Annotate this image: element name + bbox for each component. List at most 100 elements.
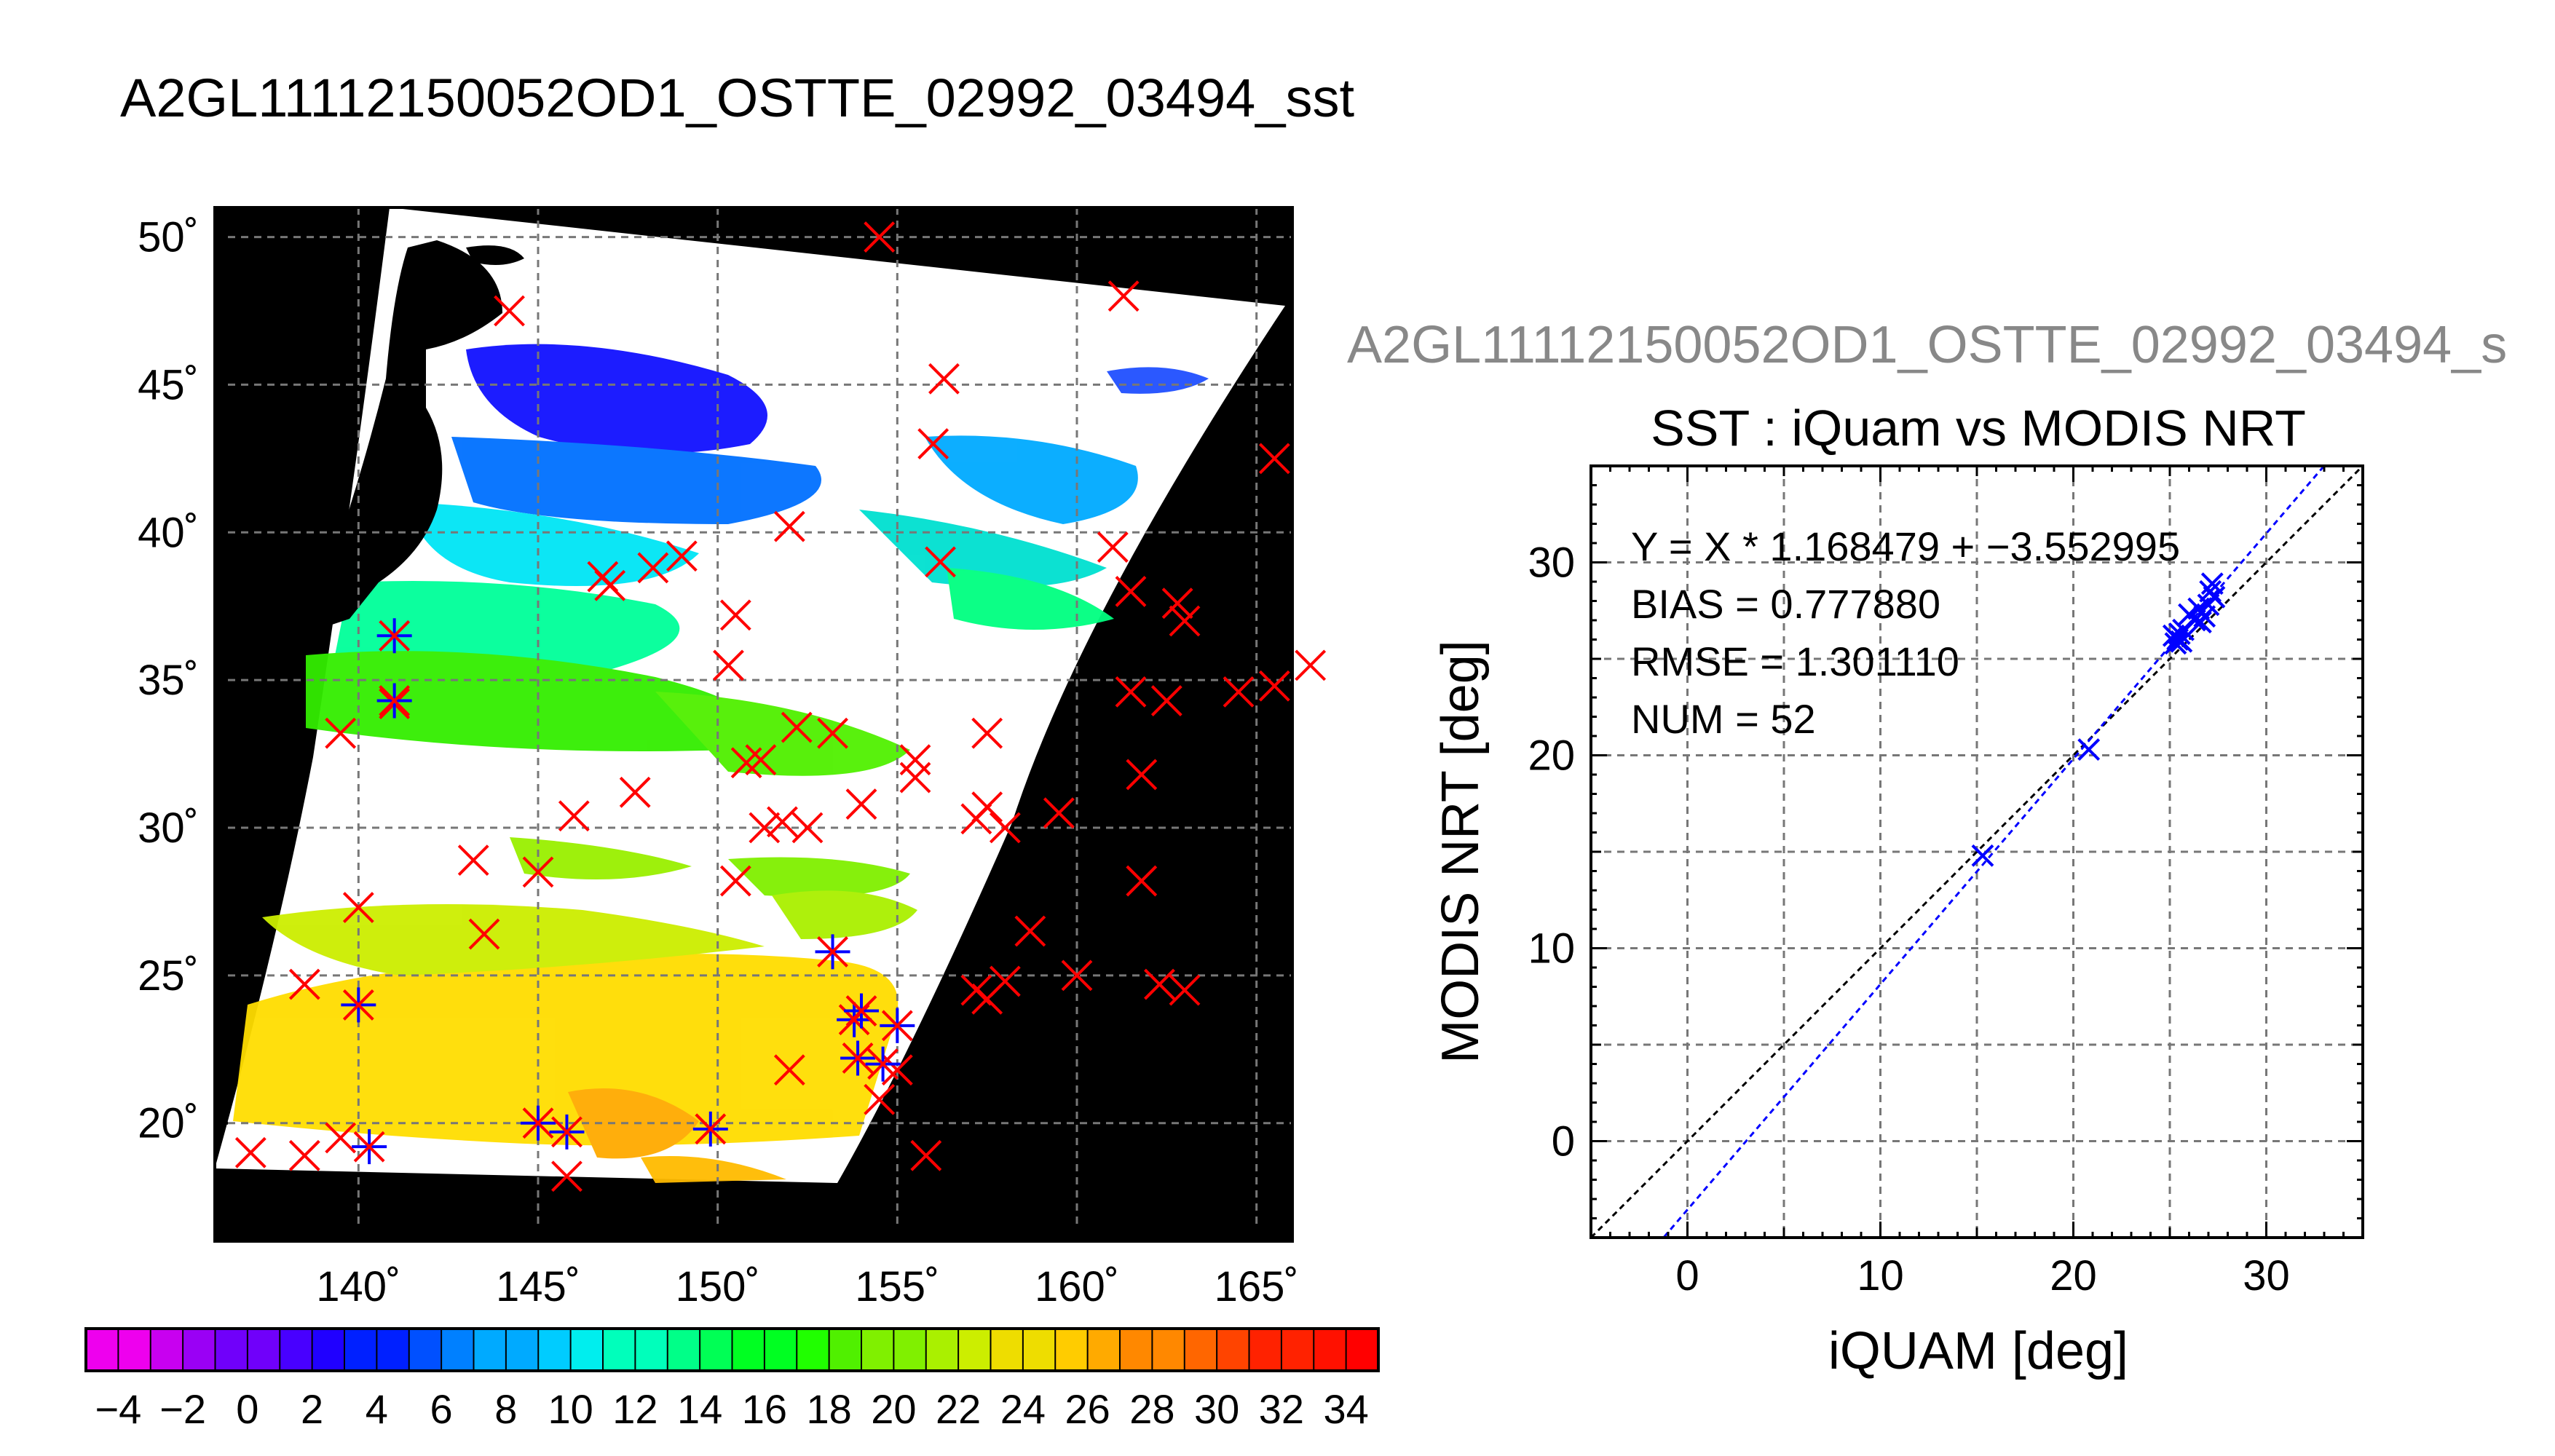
marker-x-red (899, 761, 931, 794)
marker-x-red (1126, 865, 1158, 897)
colorbar-cell (505, 1329, 539, 1371)
marker-x-red (1223, 676, 1255, 708)
scatter-axis-ticks: 0 10 20 30 0 10 20 30 (1528, 464, 2364, 1299)
map-y-tick-label: 50˚ (138, 214, 199, 261)
map-markers (234, 221, 1327, 1192)
colorbar-tick-label: 6 (430, 1386, 453, 1432)
scatter-y-label: MODIS NRT [deg] (1431, 640, 1490, 1064)
colorbar-cell (700, 1329, 732, 1371)
scatter-panel: A2GL11112150052OD1_OSTTE_02992_03494_s S… (1347, 316, 2507, 1380)
marker-x-blue (844, 993, 879, 1029)
marker-x-red (864, 221, 896, 253)
marker-x-red (1115, 576, 1147, 607)
marker-x-red (522, 856, 554, 888)
marker-x-red (817, 717, 848, 749)
marker-x-blue (815, 934, 850, 970)
colorbar-cell (1120, 1329, 1153, 1371)
marker-x-blue (880, 1008, 915, 1043)
marker-x-red (1258, 443, 1290, 475)
marker-x-red (910, 1139, 942, 1171)
marker-x-red (719, 599, 751, 631)
scatter-x-tick-label: 20 (2050, 1252, 2097, 1299)
scatter-y-tick-label: 20 (1528, 732, 1575, 780)
marker-x-red (960, 803, 992, 835)
colorbar-cell (408, 1329, 442, 1371)
marker-x-red (468, 918, 500, 950)
marker-x-red (594, 569, 626, 601)
colorbar-cell (667, 1329, 700, 1371)
marker-x-red (494, 295, 525, 327)
marker-x-blue (352, 1129, 387, 1165)
colorbar: −4 −2 0 2 4 6 8 10 12 14 16 18 20 22 24 26 28 30 32 34 (84, 1327, 1380, 1432)
colorbar-cell (797, 1329, 830, 1371)
colorbar-tick-label: −4 (95, 1386, 141, 1432)
map-axis-ticks: 140˚ 145˚ 150˚ 155˚ 160˚ 165˚ 20˚ 25˚ 30˚ 35˚ 40˚ 4… (138, 214, 1299, 1310)
marker-x-red (917, 428, 949, 459)
marker-x-blue (376, 683, 412, 719)
colorbar-tick-label: 8 (494, 1386, 517, 1432)
map-grid (215, 207, 1292, 1241)
scatter-stat-line: RMSE = 1.301110 (1631, 638, 1959, 684)
marker-x-red (551, 1160, 583, 1192)
colorbar-tick-label: 16 (742, 1386, 787, 1432)
marker-x-red (1061, 960, 1093, 992)
colorbar-cell (1184, 1329, 1217, 1371)
scatter-background-title: A2GL11112150052OD1_OSTTE_02992_03494_s (1347, 316, 2507, 374)
colorbar-cell (1249, 1329, 1282, 1371)
marker-x-red (773, 1054, 805, 1086)
marker-x-red (791, 812, 824, 844)
marker-x-red (637, 552, 669, 584)
colorbar-tick-label: 12 (612, 1386, 657, 1432)
map-y-tick-label: 25˚ (138, 952, 199, 1000)
marker-x-red (845, 788, 877, 820)
scatter-point (1971, 844, 1994, 867)
marker-x-blue (376, 618, 412, 654)
colorbar-cell (376, 1329, 410, 1371)
colorbar-cell (764, 1329, 797, 1371)
marker-x-red (666, 540, 698, 572)
map-x-tick-label: 155˚ (855, 1263, 939, 1310)
colorbar-tick-label: 22 (936, 1386, 981, 1432)
marker-x-red (971, 717, 1003, 749)
map-y-tick-label: 35˚ (138, 657, 199, 704)
colorbar-cell (1281, 1329, 1314, 1371)
marker-x-red (325, 717, 357, 749)
map-x-tick-label: 140˚ (316, 1263, 400, 1310)
colorbar-tick-label: 32 (1259, 1386, 1304, 1432)
colorbar-cell (86, 1329, 119, 1371)
colorbar-cell (570, 1329, 604, 1371)
marker-x-red (1097, 531, 1129, 563)
scatter-x-tick-label: 0 (1675, 1252, 1699, 1299)
marker-x-red (1150, 685, 1182, 716)
colorbar-cell (1022, 1329, 1056, 1371)
regression-fit-line (1662, 466, 2326, 1238)
colorbar-cell (925, 1329, 959, 1371)
colorbar-cell (1087, 1329, 1121, 1371)
colorbar-cell (118, 1329, 151, 1371)
marker-x-red (1115, 676, 1147, 708)
marker-x-red (1258, 670, 1290, 702)
marker-x-red (925, 546, 956, 578)
colorbar-tick-label: 34 (1323, 1386, 1368, 1432)
marker-x-red (1144, 968, 1175, 1000)
marker-x-red (719, 865, 751, 897)
marker-x-red (1295, 649, 1327, 681)
map-y-tick-label: 45˚ (138, 361, 199, 408)
marker-x-red (457, 844, 489, 877)
marker-x-red (1169, 974, 1201, 1006)
marker-x-red (1043, 797, 1075, 829)
colorbar-cell (958, 1329, 991, 1371)
scatter-stat-line: Y = X * 1.168479 + −3.552995 (1631, 523, 2180, 569)
marker-x-red (1014, 915, 1046, 947)
colorbar-tick-label: 26 (1065, 1386, 1110, 1432)
land-japan (328, 240, 502, 626)
marker-x-red (745, 744, 777, 776)
scatter-points (1971, 572, 2226, 867)
colorbar-tick-label: 30 (1194, 1386, 1239, 1432)
scatter-point (2077, 738, 2101, 761)
colorbar-cell (829, 1329, 862, 1371)
colorbar-cell (1346, 1329, 1379, 1371)
colorbar-cell (1217, 1329, 1249, 1371)
colorbar-tick-label: 24 (1000, 1386, 1046, 1432)
scatter-title: SST : iQuam vs MODIS NRT (1651, 400, 2306, 456)
